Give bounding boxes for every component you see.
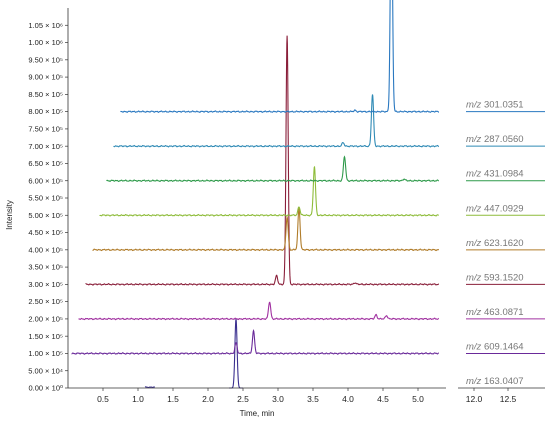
trace-301.0351 — [120, 0, 440, 113]
mz-value: 609.1464 — [484, 341, 524, 352]
mz-value: 287.0560 — [484, 134, 524, 145]
right-axis-tick-label: 12.5 — [500, 394, 517, 404]
trace-447.0929 — [99, 165, 439, 217]
y-tick-label: 9.00 × 10⁵ — [28, 73, 63, 82]
y-tick-label: 3.00 × 10⁵ — [28, 280, 63, 289]
y-tick-label: 6.50 × 10⁵ — [28, 159, 63, 168]
x-tick-label: 3.0 — [272, 394, 284, 404]
x-tick-label: 0.5 — [97, 394, 109, 404]
mz-prefix: m/z — [466, 341, 484, 352]
y-tick-label: 7.50 × 10⁵ — [28, 125, 63, 134]
y-tick-label: 2.00 × 10⁵ — [28, 315, 63, 324]
right-axis-tick-label: 12.0 — [466, 394, 483, 404]
mz-label: m/z 623.1620 — [466, 238, 524, 249]
trace-623.1620 — [92, 208, 440, 252]
y-tick-label: 2.50 × 10⁵ — [28, 297, 63, 306]
mz-prefix: m/z — [466, 307, 484, 318]
mz-prefix: m/z — [466, 238, 484, 249]
y-tick-label: 8.50 × 10⁵ — [28, 90, 63, 99]
mz-prefix: m/z — [466, 169, 484, 180]
x-axis-label: Time, min — [240, 409, 275, 418]
y-tick-label: 4.00 × 10⁵ — [28, 245, 63, 254]
y-tick-label: 9.50 × 10⁵ — [28, 55, 63, 64]
x-tick-label: 5.0 — [412, 394, 424, 404]
right-axis: 12.0 12.5 — [466, 388, 517, 404]
mz-label: m/z 593.1520 — [466, 272, 524, 283]
trace-163.0407 — [144, 386, 155, 389]
mz-label: m/z 163.0407 — [466, 376, 524, 387]
x-tick-label: 4.5 — [377, 394, 389, 404]
y-axis-label: Intensity — [5, 200, 14, 230]
mz-prefix: m/z — [466, 134, 484, 145]
trace-lines — [71, 0, 440, 389]
mz-prefix: m/z — [466, 203, 484, 214]
y-tick-label: 5.00 × 10⁴ — [28, 366, 63, 375]
mz-value: 623.1620 — [484, 238, 524, 249]
mz-value: 463.0871 — [484, 307, 524, 318]
mz-value: 447.0929 — [484, 203, 524, 214]
y-tick-label: 8.00 × 10⁵ — [28, 107, 63, 116]
x-tick-label: 2.0 — [202, 394, 214, 404]
y-tick-label: 7.00 × 10⁵ — [28, 142, 63, 151]
trace-593.1520 — [85, 35, 440, 286]
y-axis-ticks: 0.00 × 10⁰ 5.00 × 10⁴ 1.00 × 10⁵ 1.50 × 10⁵… — [28, 21, 68, 393]
mz-label: m/z 287.0560 — [466, 134, 524, 145]
mz-label: m/z 301.0351 — [466, 100, 524, 111]
trace-609.1464 — [71, 329, 439, 355]
trace-463.0871 — [78, 301, 439, 321]
x-axis-ticks: 0.5 1.0 1.5 2.0 2.5 3.0 3.5 4.0 4.5 5.0 — [97, 388, 424, 404]
mz-label: m/z 463.0871 — [466, 307, 524, 318]
y-tick-label: 1.50 × 10⁵ — [28, 332, 63, 341]
y-tick-label: 6.00 × 10⁵ — [28, 176, 63, 185]
mz-prefix: m/z — [466, 100, 484, 111]
y-tick-label: 1.05 × 10⁶ — [28, 21, 63, 30]
x-tick-label: 1.0 — [132, 394, 144, 404]
y-tick-label: 4.50 × 10⁵ — [28, 228, 63, 237]
mz-label: m/z 609.1464 — [466, 341, 524, 352]
y-tick-label: 5.50 × 10⁵ — [28, 194, 63, 203]
y-tick-label: 0.00 × 10⁰ — [29, 384, 64, 393]
y-tick-label: 5.00 × 10⁵ — [28, 211, 63, 220]
mz-value: 301.0351 — [484, 100, 524, 111]
mz-value: 431.0984 — [484, 169, 524, 180]
mz-value: 593.1520 — [484, 272, 524, 283]
mz-prefix: m/z — [466, 376, 484, 387]
mz-prefix: m/z — [466, 272, 484, 283]
y-tick-label: 1.00 × 10⁵ — [28, 349, 63, 358]
mz-value: 163.0407 — [484, 376, 524, 387]
x-tick-label: 1.5 — [167, 394, 179, 404]
y-tick-label: 3.50 × 10⁵ — [28, 263, 63, 272]
x-tick-label: 4.0 — [342, 394, 354, 404]
y-tick-label: 1.00 × 10⁶ — [28, 38, 63, 47]
mz-label: m/z 431.0984 — [466, 169, 524, 180]
trace-287.0560 — [113, 94, 440, 148]
x-tick-label: 3.5 — [307, 394, 319, 404]
mz-label: m/z 447.0929 — [466, 203, 524, 214]
x-tick-label: 2.5 — [237, 394, 249, 404]
trace-431.0984 — [106, 155, 439, 183]
